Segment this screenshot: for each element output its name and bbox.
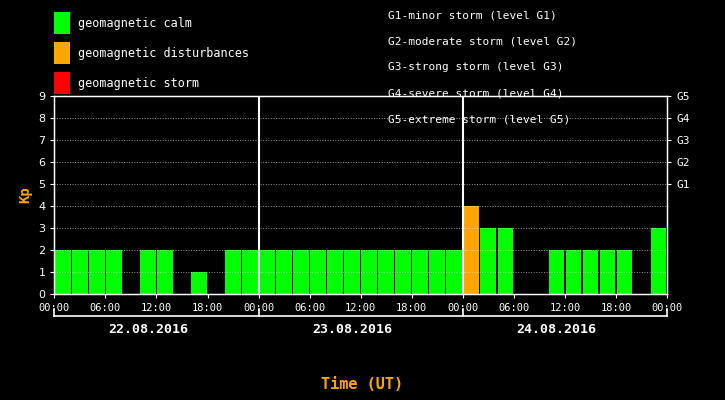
Bar xyxy=(260,250,275,294)
Text: G5-extreme storm (level G5): G5-extreme storm (level G5) xyxy=(388,114,570,124)
Bar xyxy=(549,250,564,294)
Text: G1-minor storm (level G1): G1-minor storm (level G1) xyxy=(388,10,557,20)
Bar xyxy=(225,250,241,294)
Bar xyxy=(55,250,71,294)
Bar xyxy=(191,272,207,294)
Y-axis label: Kp: Kp xyxy=(19,187,33,203)
Bar xyxy=(106,250,122,294)
Bar xyxy=(481,228,496,294)
Bar xyxy=(650,228,666,294)
Text: 24.08.2016: 24.08.2016 xyxy=(516,323,597,336)
Bar xyxy=(344,250,360,294)
Bar xyxy=(242,250,258,294)
Text: geomagnetic disturbances: geomagnetic disturbances xyxy=(78,46,249,60)
Bar xyxy=(600,250,616,294)
Bar xyxy=(429,250,445,294)
Text: G4-severe storm (level G4): G4-severe storm (level G4) xyxy=(388,88,563,98)
Bar xyxy=(294,250,309,294)
Bar xyxy=(276,250,292,294)
Bar xyxy=(327,250,343,294)
Bar xyxy=(378,250,394,294)
Bar xyxy=(617,250,632,294)
Bar xyxy=(447,250,462,294)
Bar xyxy=(72,250,88,294)
Bar xyxy=(361,250,377,294)
Bar xyxy=(395,250,411,294)
Text: G3-strong storm (level G3): G3-strong storm (level G3) xyxy=(388,62,563,72)
Text: Time (UT): Time (UT) xyxy=(321,377,404,392)
Text: 23.08.2016: 23.08.2016 xyxy=(312,323,392,336)
Bar xyxy=(566,250,581,294)
Text: geomagnetic calm: geomagnetic calm xyxy=(78,16,191,30)
Bar xyxy=(583,250,598,294)
Text: 22.08.2016: 22.08.2016 xyxy=(108,323,188,336)
Text: geomagnetic storm: geomagnetic storm xyxy=(78,76,199,90)
Bar xyxy=(497,228,513,294)
Bar xyxy=(157,250,173,294)
Text: G2-moderate storm (level G2): G2-moderate storm (level G2) xyxy=(388,36,577,46)
Bar xyxy=(413,250,428,294)
Bar xyxy=(310,250,326,294)
Bar xyxy=(463,206,479,294)
Bar xyxy=(89,250,104,294)
Bar xyxy=(140,250,156,294)
